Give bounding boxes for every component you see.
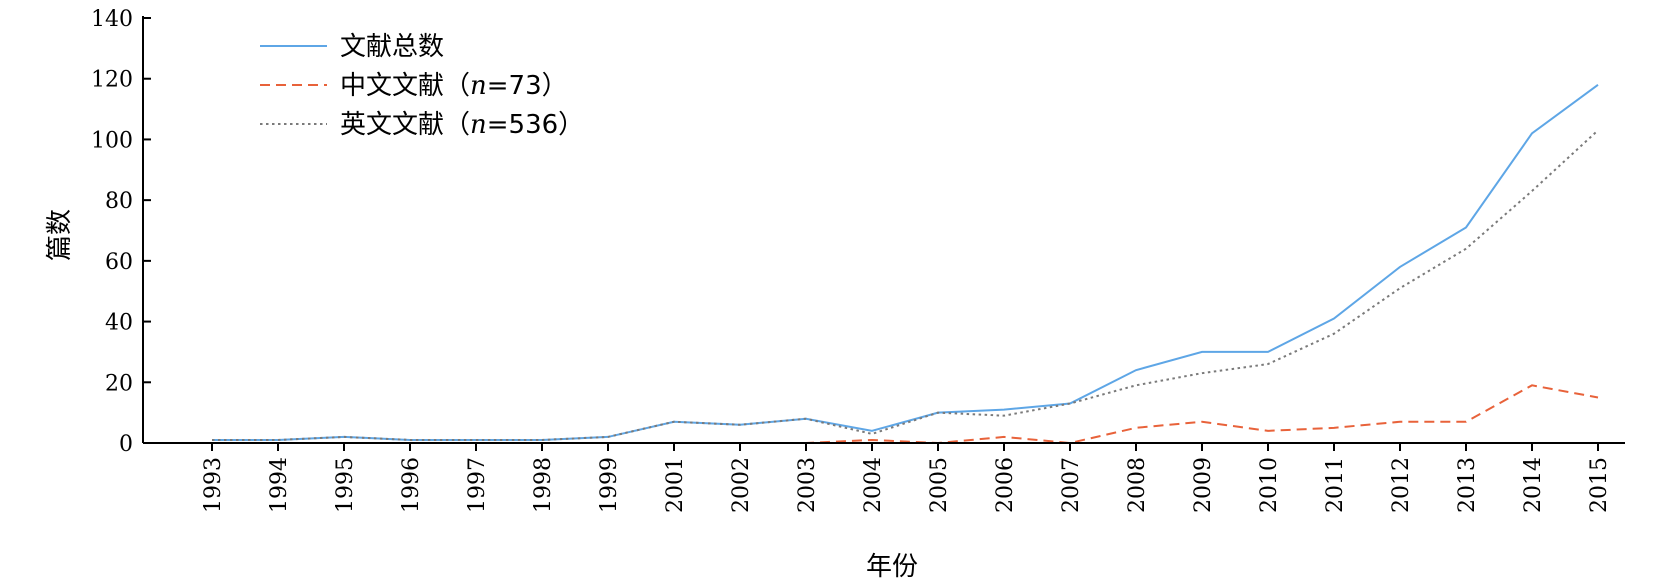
legend-label-3: 英文文献（n=536） (340, 110, 584, 140)
x-tick-label: 2008 (1125, 457, 1150, 513)
x-tick-label: 2003 (795, 457, 820, 513)
x-tick-label: 2012 (1389, 457, 1414, 513)
series-line-2 (212, 384, 1599, 445)
x-tick-label: 2006 (993, 457, 1018, 513)
x-tick-label: 2014 (1521, 457, 1546, 513)
y-tick-label: 20 (105, 371, 133, 396)
x-tick-label: 1993 (201, 457, 226, 513)
x-tick-label: 2002 (729, 457, 754, 513)
x-tick-label: 2015 (1587, 457, 1612, 513)
x-tick-label: 2011 (1323, 457, 1348, 513)
series-line-3 (212, 129, 1599, 441)
x-axis-title: 年份 (866, 552, 918, 582)
y-tick-label: 140 (91, 7, 133, 32)
x-tick-label: 2004 (861, 457, 886, 513)
x-tick-label: 1997 (465, 457, 490, 513)
x-tick-label: 2007 (1059, 457, 1084, 513)
x-tick-label: 2013 (1455, 457, 1480, 513)
x-tick-label: 2001 (663, 457, 688, 513)
series-line-1 (212, 83, 1599, 441)
legend-label-1: 文献总数 (340, 32, 444, 62)
y-tick-label: 40 (105, 311, 133, 336)
y-tick-label: 80 (105, 189, 133, 214)
y-tick-label: 100 (91, 128, 133, 153)
x-tick-label: 2010 (1257, 457, 1282, 513)
x-tick-label: 1994 (267, 457, 292, 513)
x-axis: 1993 1994 1995 1996 1997 1998 1999 2001 2002 2003… (143, 442, 1625, 513)
legend-label-2: 中文文献（n=73） (340, 71, 568, 101)
y-tick-label: 120 (91, 68, 133, 93)
x-tick-label: 2009 (1191, 457, 1216, 513)
x-tick-label: 1999 (597, 457, 622, 513)
x-tick-label: 1998 (531, 457, 556, 513)
x-tick-label: 1996 (399, 457, 424, 513)
y-tick-label: 0 (119, 432, 133, 457)
x-tick-label: 1995 (333, 457, 358, 513)
y-tick-label: 60 (105, 250, 133, 275)
x-tick-label: 2005 (927, 457, 952, 513)
y-axis: 0 20 40 60 80 100 120 140 (91, 7, 151, 457)
y-axis-title: 篇数 (45, 209, 75, 261)
